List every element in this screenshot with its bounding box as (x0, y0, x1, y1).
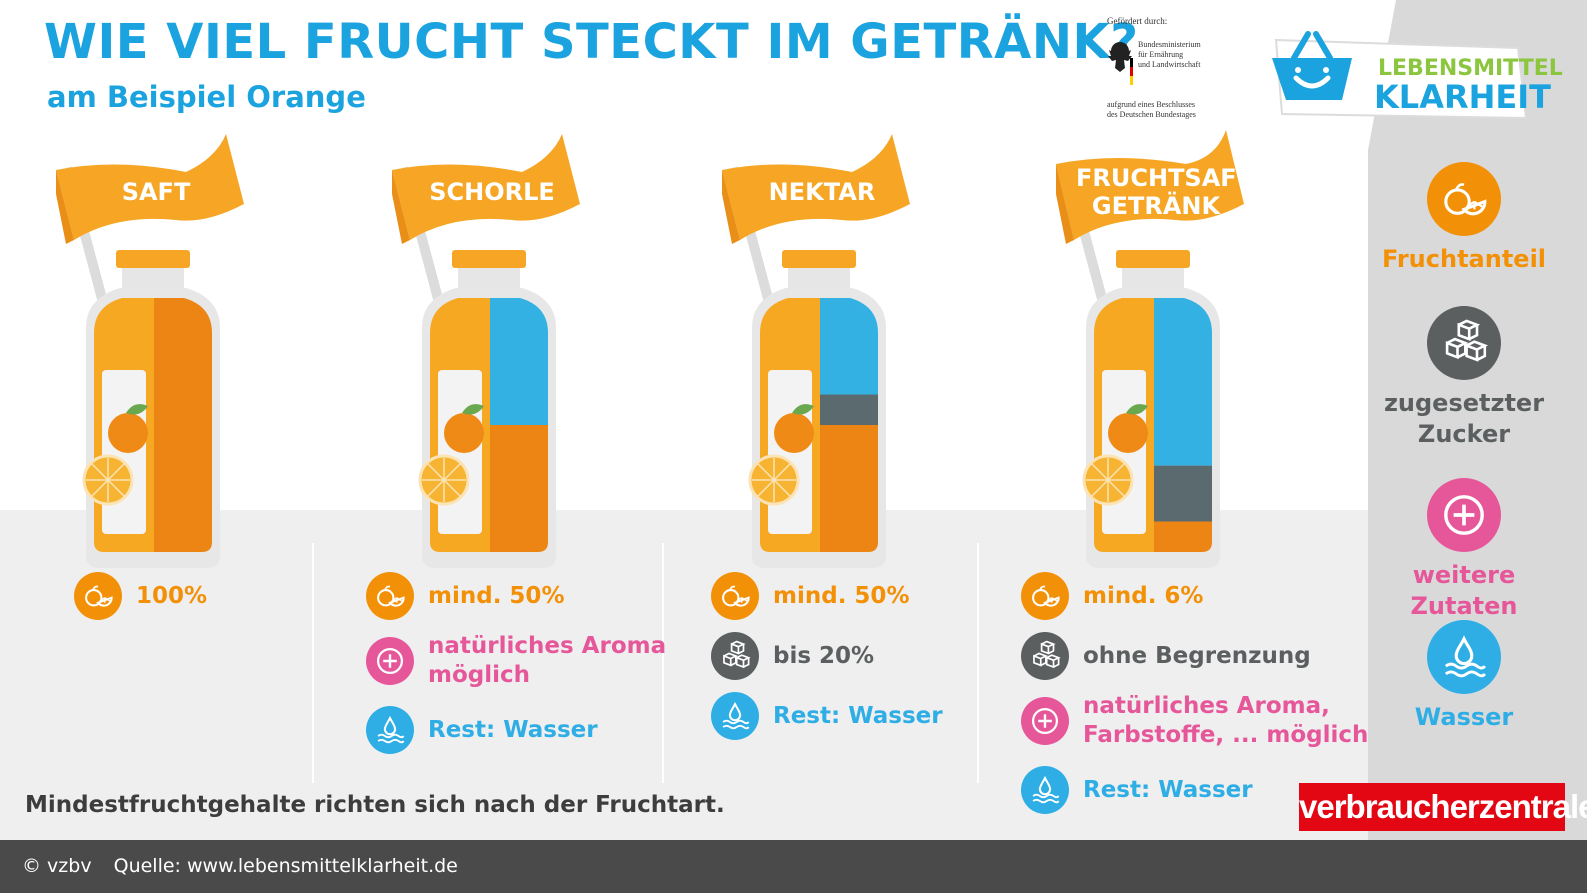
legend-panel (1368, 0, 1587, 840)
legend-label: weitere Zutaten (1410, 561, 1518, 620)
legend-item: Wasser (1364, 620, 1564, 733)
plus-icon (1021, 697, 1069, 745)
drink-info-text: Rest: Wasser (773, 702, 943, 729)
drink-info-row: Rest: Wasser (711, 692, 943, 740)
column-divider (977, 543, 979, 783)
drink-info-text: mind. 50% (773, 582, 910, 609)
drink-info-text: mind. 6% (1083, 582, 1204, 609)
sugar-cubes-icon (1427, 306, 1501, 380)
sugar-cubes-icon (711, 632, 759, 680)
drink-type-flag: SCHORLE (429, 178, 555, 206)
drink-info-row: mind. 6% (1021, 572, 1203, 620)
drink-bottle (52, 128, 296, 572)
orange-slice-icon (366, 572, 414, 620)
footnote: Mindestfruchtgehalte richten sich nach d… (25, 792, 725, 818)
water-drop-icon (711, 692, 759, 740)
drink-bottle (718, 128, 962, 572)
logo-text-klarheit: KLARHEIT (1374, 78, 1551, 116)
drink-info-text: natürliches Aroma, Farbstoffe, ... mögli… (1083, 693, 1369, 748)
lebensmittelklarheit-logo (1272, 31, 1528, 120)
plus-icon (366, 637, 414, 685)
drink-info-text: Rest: Wasser (1083, 776, 1253, 803)
legend-item: Fruchtanteil (1364, 162, 1564, 275)
legend-label: zugesetzter Zucker (1383, 389, 1545, 448)
drink-info-row: 100% (74, 572, 207, 620)
orange-slice-icon (74, 572, 122, 620)
bundestag-note: aufgrund eines Beschlusses des Deutschen… (1107, 100, 1196, 119)
drink-info-row: mind. 50% (711, 572, 909, 620)
orange-slice-icon (1021, 572, 1069, 620)
water-drop-icon (366, 706, 414, 754)
copyright-text: © vzbv (22, 855, 92, 877)
drink-info-row: natürliches Aroma möglich (366, 632, 666, 690)
drink-info-row: ohne Begrenzung (1021, 632, 1311, 680)
drink-info-row: Rest: Wasser (1021, 766, 1253, 814)
federal-eagle-icon (1108, 42, 1133, 85)
source-text: Quelle: www.lebensmittelklarheit.de (113, 855, 458, 877)
water-drop-icon (1021, 766, 1069, 814)
plus-icon (1427, 478, 1501, 552)
page-subtitle: am Beispiel Orange (47, 80, 366, 114)
drink-type-flag: NEKTAR (768, 178, 876, 206)
page-title: WIE VIEL FRUCHT STECKT IM GETRÄNK? (44, 14, 1139, 70)
column-divider (312, 543, 314, 783)
column-divider (662, 543, 664, 783)
drink-info-text: Rest: Wasser (428, 716, 598, 743)
drink-info-text: ohne Begrenzung (1083, 642, 1311, 669)
sponsor-intro: Gefördert durch: (1107, 16, 1168, 26)
drink-info-text: bis 20% (773, 642, 875, 669)
drink-bottle (388, 128, 632, 572)
drink-info-row: natürliches Aroma, Farbstoffe, ... mögli… (1021, 692, 1368, 750)
drink-info-text: mind. 50% (428, 582, 565, 609)
legend-label: Wasser (1414, 703, 1514, 731)
verbraucherzentrale-logo: verbraucherzentrale (1299, 783, 1587, 831)
sugar-cubes-icon (1021, 632, 1069, 680)
legend-item: zugesetzter Zucker (1364, 306, 1564, 450)
drink-bottle (1052, 128, 1296, 572)
orange-slice-icon (711, 572, 759, 620)
drink-info-row: bis 20% (711, 632, 874, 680)
water-drop-icon (1427, 620, 1501, 694)
drink-type-flag: FRUCHTSAFT- GETRÄNK (1076, 164, 1260, 220)
logo-text-lebensmittel: LEBENSMITTEL (1378, 56, 1563, 81)
legend-label: Fruchtanteil (1381, 245, 1547, 273)
orange-slice-icon (1427, 162, 1501, 236)
drink-info-row: mind. 50% (366, 572, 564, 620)
drink-info-row: Rest: Wasser (366, 706, 598, 754)
ministry-name: Bundesministerium für Ernährung und Land… (1138, 40, 1201, 69)
drink-info-text: natürliches Aroma möglich (428, 633, 667, 688)
footer-bar: © vzbv Quelle: www.lebensmittelklarheit.… (0, 840, 1587, 893)
drink-info-text: 100% (136, 582, 208, 609)
legend-item: weitere Zutaten (1364, 478, 1564, 622)
drink-type-flag: SAFT (121, 178, 191, 206)
